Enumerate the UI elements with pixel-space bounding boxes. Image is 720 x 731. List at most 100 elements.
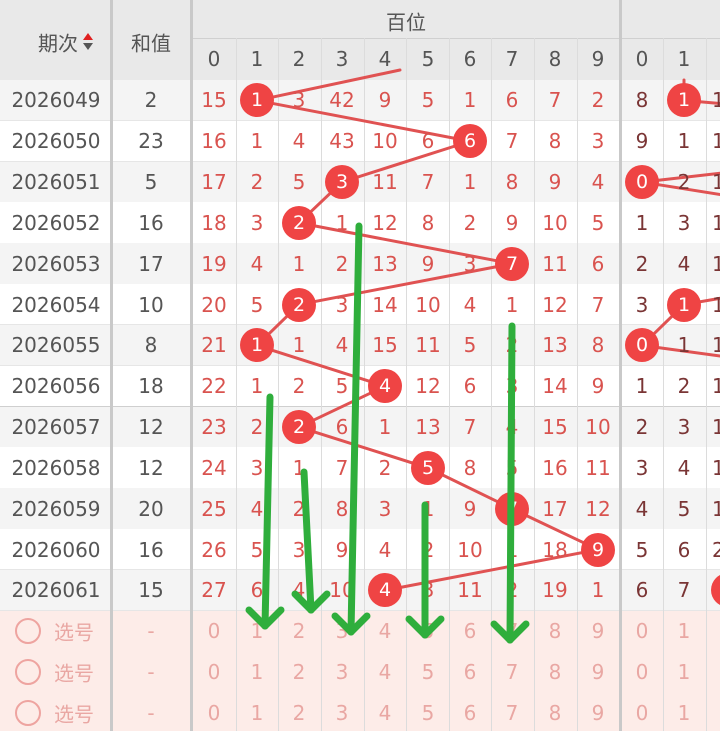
green-arrow-annotation: [405, 501, 445, 639]
select-digit-4[interactable]: 4: [378, 701, 392, 726]
section2-cell: 1: [712, 170, 720, 195]
miss-count-cell: 3: [250, 455, 264, 480]
miss-count-cell: 9: [505, 210, 519, 235]
select-digit-2[interactable]: 2: [292, 660, 306, 685]
select-digit-9[interactable]: 9: [591, 701, 605, 726]
miss-count-cell: 19: [542, 578, 568, 603]
sort-up-down-icon[interactable]: [82, 32, 94, 52]
select-digit-5[interactable]: 5: [421, 660, 435, 685]
select-number-label[interactable]: 选号: [54, 702, 94, 727]
select-digit-2[interactable]: 2: [292, 701, 306, 726]
miss-count-cell: 9: [548, 170, 562, 195]
select-digit-6[interactable]: 6: [463, 701, 477, 726]
table-row-bg: [0, 447, 720, 489]
arrow-head: [307, 590, 331, 614]
miss-count-cell: 4: [335, 333, 349, 358]
sum-cell: 18: [138, 374, 164, 399]
select-section2-digit-0[interactable]: 0: [635, 619, 649, 644]
winning-number-ball: 1: [667, 83, 701, 118]
miss-count-cell: 4: [591, 170, 605, 195]
select-digit-6[interactable]: 6: [463, 619, 477, 644]
select-digit-1[interactable]: 1: [250, 701, 264, 726]
select-digit-5[interactable]: 5: [421, 701, 435, 726]
select-sum-cell: -: [147, 619, 155, 644]
digit-header-1: 1: [250, 47, 264, 71]
select-section2-digit-0[interactable]: 0: [635, 660, 649, 685]
period-cell: 2026061: [11, 578, 101, 603]
select-digit-0[interactable]: 0: [207, 660, 221, 685]
select-checkbox[interactable]: [15, 618, 41, 645]
select-section2-digit-0[interactable]: 0: [635, 701, 649, 726]
select-digit-3[interactable]: 3: [335, 701, 349, 726]
section2-cell: 3: [677, 210, 691, 235]
select-digit-8[interactable]: 8: [548, 660, 562, 685]
select-digit-1[interactable]: 1: [250, 660, 264, 685]
digit-header-4: 4: [378, 47, 392, 71]
ball-digit: 3: [335, 171, 349, 194]
green-arrow-annotation: [490, 322, 530, 644]
miss-count-cell: 18: [542, 537, 568, 562]
column-divider: [321, 38, 322, 731]
miss-count-cell: 6: [463, 374, 477, 399]
sum-cell: 8: [144, 333, 158, 358]
select-digit-4[interactable]: 4: [378, 619, 392, 644]
miss-count-cell: 14: [542, 374, 568, 399]
trend-line: [297, 425, 430, 470]
miss-count-cell: 15: [201, 88, 227, 113]
sum-cell: 15: [138, 578, 164, 603]
select-number-label[interactable]: 选号: [54, 661, 94, 686]
select-digit-3[interactable]: 3: [335, 660, 349, 685]
select-digit-8[interactable]: 8: [548, 701, 562, 726]
miss-count-cell: 7: [548, 88, 562, 113]
select-digit-7[interactable]: 7: [505, 660, 519, 685]
miss-count-cell: 10: [585, 415, 611, 440]
select-digit-2[interactable]: 2: [292, 619, 306, 644]
arrow-head: [261, 606, 285, 630]
ball-digit: 2: [292, 293, 306, 316]
select-number-label[interactable]: 选号: [54, 620, 94, 645]
arrow-head: [245, 606, 269, 630]
section2-cell: 1: [712, 496, 720, 521]
digit-header-0: 0: [207, 47, 221, 71]
table-row-bg: [0, 120, 720, 162]
select-digit-7[interactable]: 7: [505, 701, 519, 726]
miss-count-cell: 17: [201, 170, 227, 195]
column-divider: [449, 38, 450, 731]
sum-cell: 12: [138, 455, 164, 480]
arrow-head: [405, 615, 429, 639]
miss-count-cell: 6: [335, 415, 349, 440]
period-cell: 2026052: [11, 210, 101, 235]
section2-cell: 3: [635, 292, 649, 317]
section2-cell: 1: [712, 251, 720, 276]
select-section2-digit-1[interactable]: 1: [677, 701, 691, 726]
arrow-head: [506, 620, 530, 644]
sum-cell: 20: [138, 496, 164, 521]
period-cell: 2026050: [11, 129, 101, 154]
miss-count-cell: 25: [201, 496, 227, 521]
select-checkbox[interactable]: [15, 700, 41, 727]
section2-cell: 2: [677, 374, 691, 399]
select-section2-digit-1[interactable]: 1: [677, 660, 691, 685]
select-digit-4[interactable]: 4: [378, 660, 392, 685]
select-digit-9[interactable]: 9: [591, 660, 605, 685]
section2-cell: 5: [635, 537, 649, 562]
miss-count-cell: 4: [250, 251, 264, 276]
winning-number-ball: 2: [282, 205, 316, 240]
select-section2-digit-1[interactable]: 1: [677, 619, 691, 644]
select-digit-6[interactable]: 6: [463, 660, 477, 685]
ball-digit: 1: [250, 334, 264, 357]
miss-count-cell: 5: [250, 292, 264, 317]
miss-count-cell: 2: [250, 415, 264, 440]
select-digit-8[interactable]: 8: [548, 619, 562, 644]
ball-digit: 0: [635, 334, 649, 357]
select-digit-9[interactable]: 9: [591, 619, 605, 644]
select-digit-0[interactable]: 0: [207, 701, 221, 726]
winning-number-ball: 0: [625, 165, 659, 200]
select-checkbox[interactable]: [15, 659, 41, 686]
miss-count-cell: 20: [201, 292, 227, 317]
miss-count-cell: 15: [372, 333, 398, 358]
select-digit-0[interactable]: 0: [207, 619, 221, 644]
miss-count-cell: 1: [335, 210, 349, 235]
